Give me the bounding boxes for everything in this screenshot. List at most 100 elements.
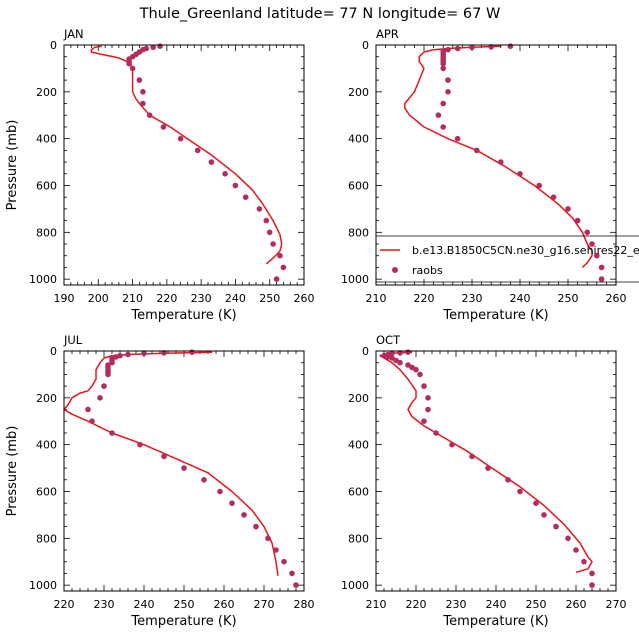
raobs-point (281, 558, 287, 565)
raobs-point (256, 206, 263, 212)
raobs-point (440, 60, 447, 67)
raobs-point (517, 171, 523, 177)
x-tick-label: 210 (122, 292, 143, 305)
x-tick-label: 230 (446, 598, 467, 611)
legend-model-label: b.e13.B1850C5CN.ne30_g16.sehires22_e (412, 244, 639, 257)
raobs-point (136, 77, 143, 83)
raobs-point (125, 351, 131, 358)
panel-oct: 210 220 230 240 250 260 270 0 200 400 600 800 1000 Te… (341, 333, 627, 629)
raobs-point (589, 582, 595, 588)
x-tick-label: 240 (225, 292, 246, 305)
raobs-point (277, 252, 283, 259)
raobs-point (449, 441, 455, 448)
panel-title: APR (376, 27, 399, 41)
raobs-point (160, 124, 167, 130)
y-tick-label: 400 (36, 439, 57, 452)
y-tick-label: 200 (348, 392, 369, 405)
raobs-point (273, 276, 280, 282)
y-tick-label: 200 (36, 86, 57, 99)
raobs-point (405, 349, 411, 356)
x-tick-label: 210 (366, 598, 387, 611)
raobs-point (454, 45, 461, 52)
x-tick-label: 250 (174, 598, 195, 611)
raobs-point (137, 441, 143, 448)
model-profile-line (379, 351, 593, 574)
x-tick-label: 220 (156, 292, 177, 305)
legend: b.e13.B1850C5CN.ne30_g16.sehires22_e rao… (376, 235, 639, 283)
x-tick-label: 260 (214, 598, 235, 611)
y-tick-label: 600 (348, 485, 369, 498)
raobs-point (85, 406, 91, 413)
legend-obs-label: raobs (412, 264, 443, 277)
raobs-point (222, 171, 228, 177)
raobs-point (421, 383, 427, 389)
y-tick-label: 1000 (341, 579, 369, 592)
raobs-point (598, 264, 605, 271)
y-tick-label: 0 (50, 39, 57, 52)
raobs-point (474, 147, 480, 154)
raobs-point (241, 512, 247, 518)
raobs-point (454, 135, 461, 142)
x-tick-label: 280 (294, 598, 315, 611)
raobs-point (485, 465, 491, 471)
raobs-point (581, 558, 587, 565)
raobs-point (589, 241, 595, 247)
raobs-point (440, 124, 447, 130)
y-tick-label: 1000 (29, 579, 57, 592)
x-axis-label: Temperature (K) (130, 308, 236, 323)
x-tick-label: 230 (462, 292, 483, 305)
raobs-point (263, 217, 270, 224)
y-tick-label: 800 (348, 532, 369, 545)
x-tick-label: 260 (294, 292, 315, 305)
raobs-point (584, 229, 590, 236)
raobs-point (265, 535, 271, 542)
raobs-point (232, 182, 239, 189)
raobs-point (469, 453, 475, 460)
x-tick-label: 220 (406, 598, 427, 611)
y-tick-label: 200 (36, 392, 57, 405)
y-tick-label: 600 (36, 179, 57, 192)
x-tick-label: 200 (88, 292, 109, 305)
raobs-point (157, 43, 163, 49)
x-axis-label: Temperature (K) (442, 308, 548, 323)
raobs-point (533, 500, 539, 507)
x-tick-label: 240 (486, 598, 507, 611)
raobs-point (89, 418, 95, 425)
raobs-point (445, 89, 451, 95)
raobs-point (253, 523, 259, 530)
raobs-point (536, 182, 542, 189)
raobs-point (208, 159, 215, 165)
raobs-point (146, 112, 153, 118)
raobs-point (574, 217, 581, 224)
y-tick-label: 1000 (29, 273, 57, 286)
x-tick-label: 250 (558, 292, 579, 305)
raobs-point (594, 252, 600, 259)
x-tick-label: 210 (366, 292, 387, 305)
y-tick-label: 800 (348, 226, 369, 239)
raobs-point (201, 477, 207, 483)
y-tick-label: 400 (348, 133, 369, 146)
raobs-point (194, 147, 201, 154)
raobs-point (425, 395, 431, 401)
plot-frame (63, 44, 305, 286)
raobs-point (189, 349, 195, 356)
x-tick-label: 230 (94, 598, 115, 611)
x-axis-label: Temperature (K) (442, 614, 548, 629)
model-profile-line (404, 45, 593, 268)
x-tick-label: 270 (254, 598, 275, 611)
y-tick-label: 1000 (341, 273, 369, 286)
y-tick-label: 0 (362, 39, 369, 52)
raobs-point (445, 77, 451, 83)
raobs-point (507, 43, 514, 49)
raobs-point (498, 159, 504, 165)
raobs-point (435, 112, 442, 118)
y-tick-label: 200 (348, 86, 369, 99)
raobs-point (573, 547, 579, 553)
panel-title: JUL (63, 333, 83, 347)
raobs-point (150, 44, 156, 51)
x-axis-label: Temperature (K) (130, 614, 236, 629)
raobs-point (293, 582, 299, 588)
panel-apr: 210 220 230 240 250 260 0 200 400 600 800 1000 Tempe… (341, 27, 627, 323)
panels-group: 190 200 210 220 230 240 250 260 0 200 400 600 800 100… (5, 27, 627, 629)
raobs-point (217, 488, 223, 495)
